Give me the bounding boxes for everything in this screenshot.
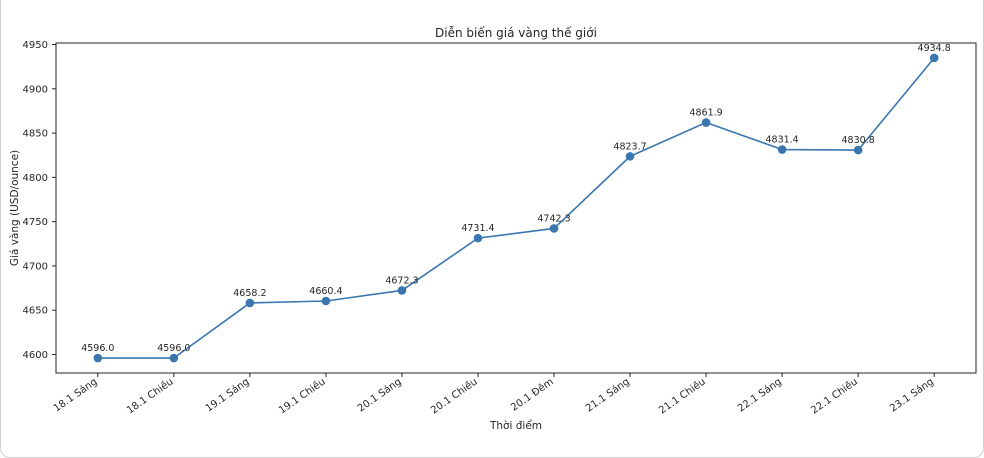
y-tick-label: 4850 (23, 129, 48, 140)
x-tick-label: 21.1 Chiều (657, 376, 708, 417)
chart-title: Diễn biến giá vàng thế giới (435, 26, 597, 40)
data-point (853, 145, 863, 155)
series-line (97, 57, 935, 359)
x-tick-label: 20.1 Chiều (429, 376, 480, 417)
data-point (929, 53, 939, 63)
axes-box (55, 42, 977, 374)
data-point (169, 353, 179, 363)
data-point-label: 4596.0 (81, 343, 114, 354)
data-point (549, 224, 559, 233)
data-point (625, 152, 635, 161)
data-point-label: 4731.4 (461, 223, 494, 234)
data-point-label: 4934.8 (918, 43, 951, 54)
y-tick-label: 4600 (23, 350, 48, 361)
data-point (93, 353, 103, 363)
x-tick-label: 18.1 Chiều (124, 376, 175, 417)
x-tick-label: 19.1 Sáng (203, 376, 251, 415)
y-tick-label: 4750 (23, 217, 48, 228)
x-tick-label: 21.1 Sáng (583, 376, 631, 415)
data-point (473, 233, 483, 243)
x-tick-label: 19.1 Chiều (276, 376, 327, 417)
x-tick-label: 18.1 Sáng (51, 376, 99, 415)
y-tick-label: 4900 (23, 84, 48, 95)
x-tick-label: 22.1 Chiều (809, 376, 860, 417)
data-point (701, 118, 711, 127)
data-point (245, 298, 255, 308)
data-point-label: 4672.3 (385, 275, 418, 286)
data-point-label: 4831.4 (765, 135, 798, 146)
y-tick-label: 4700 (23, 261, 48, 272)
data-point-label: 4596.0 (157, 343, 190, 354)
data-point-label: 4742.3 (537, 213, 570, 224)
data-point (777, 145, 787, 154)
data-point-label: 4658.2 (233, 288, 266, 299)
x-tick-label: 20.1 Sáng (355, 376, 403, 415)
data-point-label: 4830.8 (842, 135, 875, 146)
data-point-label: 4823.7 (613, 141, 646, 152)
y-tick-label: 4650 (23, 306, 48, 317)
x-tick-label: 23.1 Sáng (888, 376, 936, 415)
data-point-label: 4660.4 (309, 286, 342, 297)
data-point-label: 4861.9 (689, 108, 722, 119)
y-tick-label: 4800 (23, 173, 48, 184)
data-point (397, 286, 407, 295)
x-axis-label: Thời điểm (489, 420, 543, 432)
data-point (321, 296, 331, 306)
x-tick-label: 20.1 Đêm (509, 376, 556, 414)
y-tick-label: 4950 (23, 40, 48, 51)
x-tick-label: 22.1 Sáng (735, 376, 783, 415)
